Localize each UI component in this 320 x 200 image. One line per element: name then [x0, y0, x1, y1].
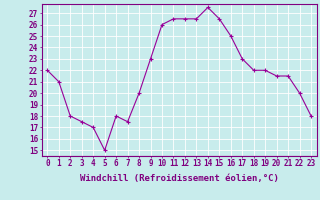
X-axis label: Windchill (Refroidissement éolien,°C): Windchill (Refroidissement éolien,°C): [80, 174, 279, 183]
